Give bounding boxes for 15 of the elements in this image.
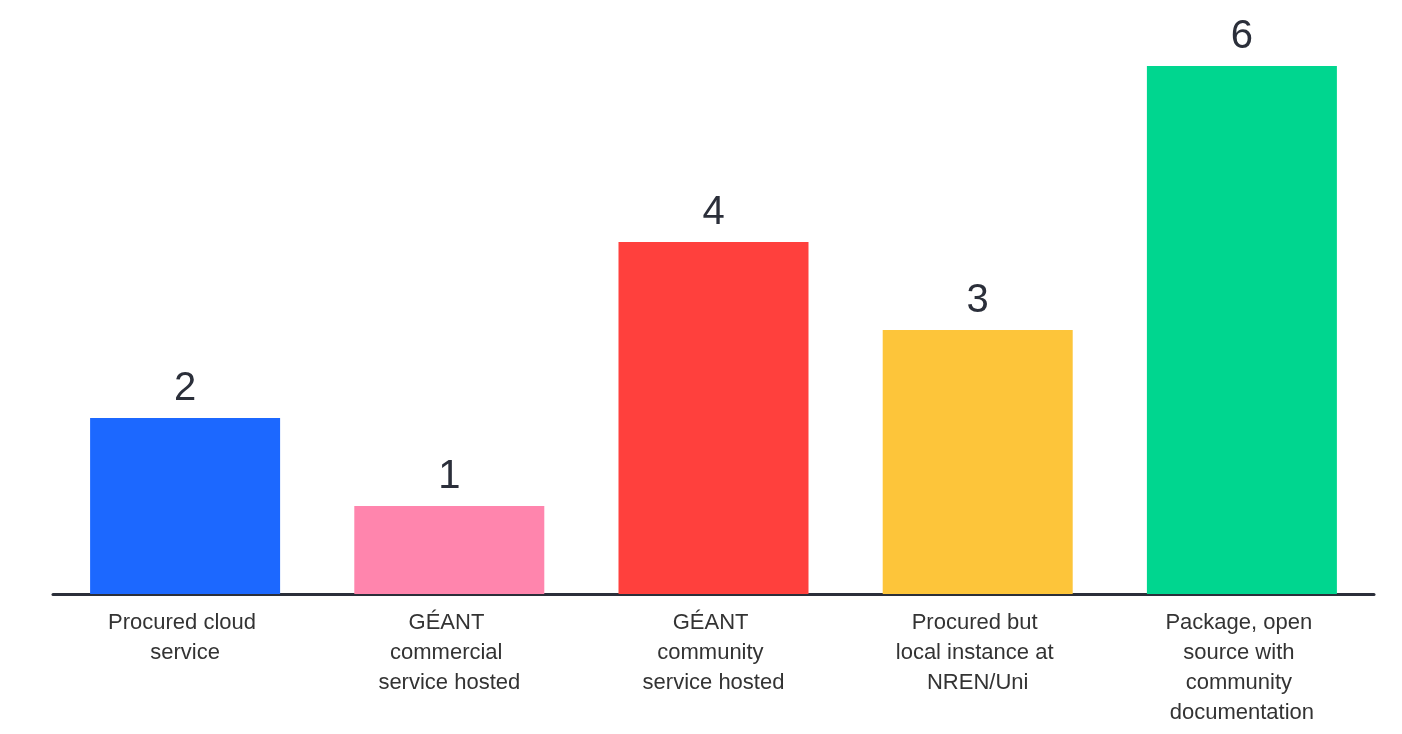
bar — [1146, 66, 1337, 594]
data-label: 1 — [438, 452, 461, 496]
bar — [354, 506, 545, 594]
data-label: 6 — [1230, 12, 1254, 56]
x-tick-label: Procured but local instance at NREN/Uni — [895, 608, 1060, 694]
data-label: 2 — [173, 364, 197, 408]
bar — [618, 242, 809, 594]
data-label: 4 — [702, 188, 725, 232]
bar — [882, 330, 1073, 594]
x-tick-label: GÉANT commercial service hosted — [378, 608, 521, 694]
bar — [90, 418, 281, 594]
x-tick-label: GÉANT community service hosted — [642, 608, 785, 694]
x-tick-label: Package, open source with community documentation — [1165, 608, 1319, 724]
data-label: 3 — [966, 276, 989, 320]
x-tick-label: Procured cloud service — [108, 608, 263, 664]
